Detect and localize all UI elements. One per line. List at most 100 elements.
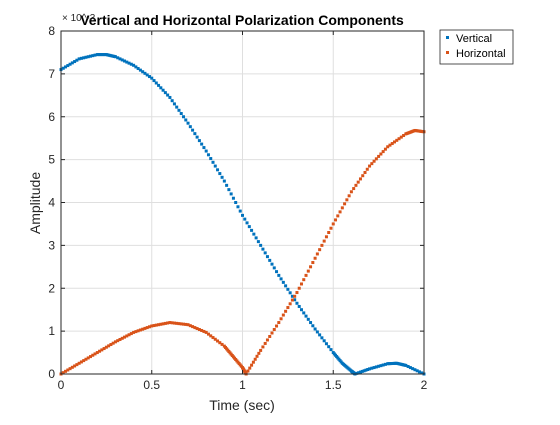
data-point — [227, 188, 231, 192]
data-point — [166, 321, 170, 325]
data-point — [259, 243, 263, 247]
chart-title: Vertical and Horizontal Polarization Com… — [80, 12, 404, 28]
y-tick-label: 8 — [48, 24, 55, 38]
data-point — [411, 367, 415, 371]
data-point — [309, 265, 313, 269]
data-point — [311, 324, 315, 328]
data-point — [322, 239, 326, 243]
data-point — [255, 354, 259, 358]
data-point — [61, 371, 65, 375]
data-point — [374, 157, 378, 161]
data-point — [200, 328, 204, 332]
x-tick-label: 0 — [58, 378, 65, 392]
data-point — [132, 330, 136, 334]
axis-ticks: 0 0.5 1 1.5 2 0 1 2 3 4 5 6 7 8 — [48, 24, 427, 392]
data-point — [163, 91, 167, 95]
data-point — [290, 294, 294, 298]
data-point — [379, 364, 383, 368]
data-point — [147, 75, 151, 79]
data-point — [360, 369, 364, 373]
data-point — [102, 347, 106, 351]
data-point — [361, 174, 365, 178]
data-point — [304, 314, 308, 318]
data-point — [129, 62, 133, 66]
data-point — [324, 342, 328, 346]
y-tick-label: 1 — [48, 324, 55, 338]
data-point — [338, 210, 342, 214]
data-point — [109, 343, 113, 347]
data-point — [306, 269, 310, 273]
data-point — [272, 328, 276, 332]
data-point — [111, 341, 115, 345]
data-point — [93, 352, 97, 356]
data-point — [202, 146, 206, 150]
data-point — [241, 213, 244, 217]
data-point — [381, 363, 385, 367]
data-point — [218, 172, 222, 176]
data-point — [365, 167, 369, 171]
data-point — [329, 226, 333, 230]
data-point — [64, 369, 68, 373]
data-point — [91, 353, 95, 357]
data-point — [127, 61, 131, 65]
data-point — [216, 168, 220, 172]
data-point — [120, 58, 124, 62]
data-point — [175, 105, 179, 109]
data-point — [399, 135, 403, 139]
data-point — [268, 258, 272, 262]
data-point — [150, 76, 154, 80]
data-point — [161, 322, 165, 326]
data-point — [247, 225, 251, 229]
data-point — [257, 351, 261, 355]
data-point — [138, 68, 142, 72]
data-point — [123, 335, 127, 339]
y-tick-label: 3 — [48, 238, 55, 252]
data-point — [306, 317, 310, 321]
data-point — [343, 202, 347, 206]
data-point — [75, 363, 79, 367]
data-point — [331, 222, 335, 226]
data-point — [402, 134, 406, 138]
data-point — [286, 306, 290, 310]
data-point — [297, 286, 301, 290]
data-point — [356, 180, 360, 184]
data-point — [313, 327, 317, 331]
data-point — [177, 108, 181, 112]
data-point — [186, 121, 190, 125]
data-point — [259, 348, 263, 352]
data-point — [254, 236, 258, 240]
data-point — [184, 118, 188, 122]
grid-lines — [60, 30, 425, 375]
data-point — [397, 137, 401, 141]
data-point — [168, 95, 172, 99]
data-point — [193, 132, 197, 136]
data-point — [84, 55, 88, 59]
data-point — [79, 360, 83, 364]
data-point — [379, 152, 383, 156]
data-point — [150, 324, 154, 328]
y-tick-label: 7 — [48, 67, 55, 81]
data-point — [252, 232, 256, 236]
data-point — [248, 366, 252, 370]
data-point — [88, 54, 92, 58]
data-point — [170, 99, 174, 103]
legend-box — [439, 29, 514, 65]
series-vertical — [59, 53, 426, 376]
data-point — [358, 370, 362, 374]
data-point — [295, 301, 299, 305]
data-point — [318, 248, 322, 252]
data-point — [84, 357, 88, 361]
legend-marker-horizontal — [446, 51, 449, 54]
data-point — [368, 164, 372, 168]
data-point — [66, 64, 70, 68]
data-point — [320, 243, 324, 247]
data-point — [229, 192, 233, 196]
data-point — [220, 342, 224, 346]
data-point — [327, 231, 331, 235]
data-point — [152, 324, 156, 328]
data-point — [415, 369, 419, 373]
data-point — [275, 270, 279, 274]
data-point — [209, 157, 213, 161]
data-point — [354, 183, 358, 187]
